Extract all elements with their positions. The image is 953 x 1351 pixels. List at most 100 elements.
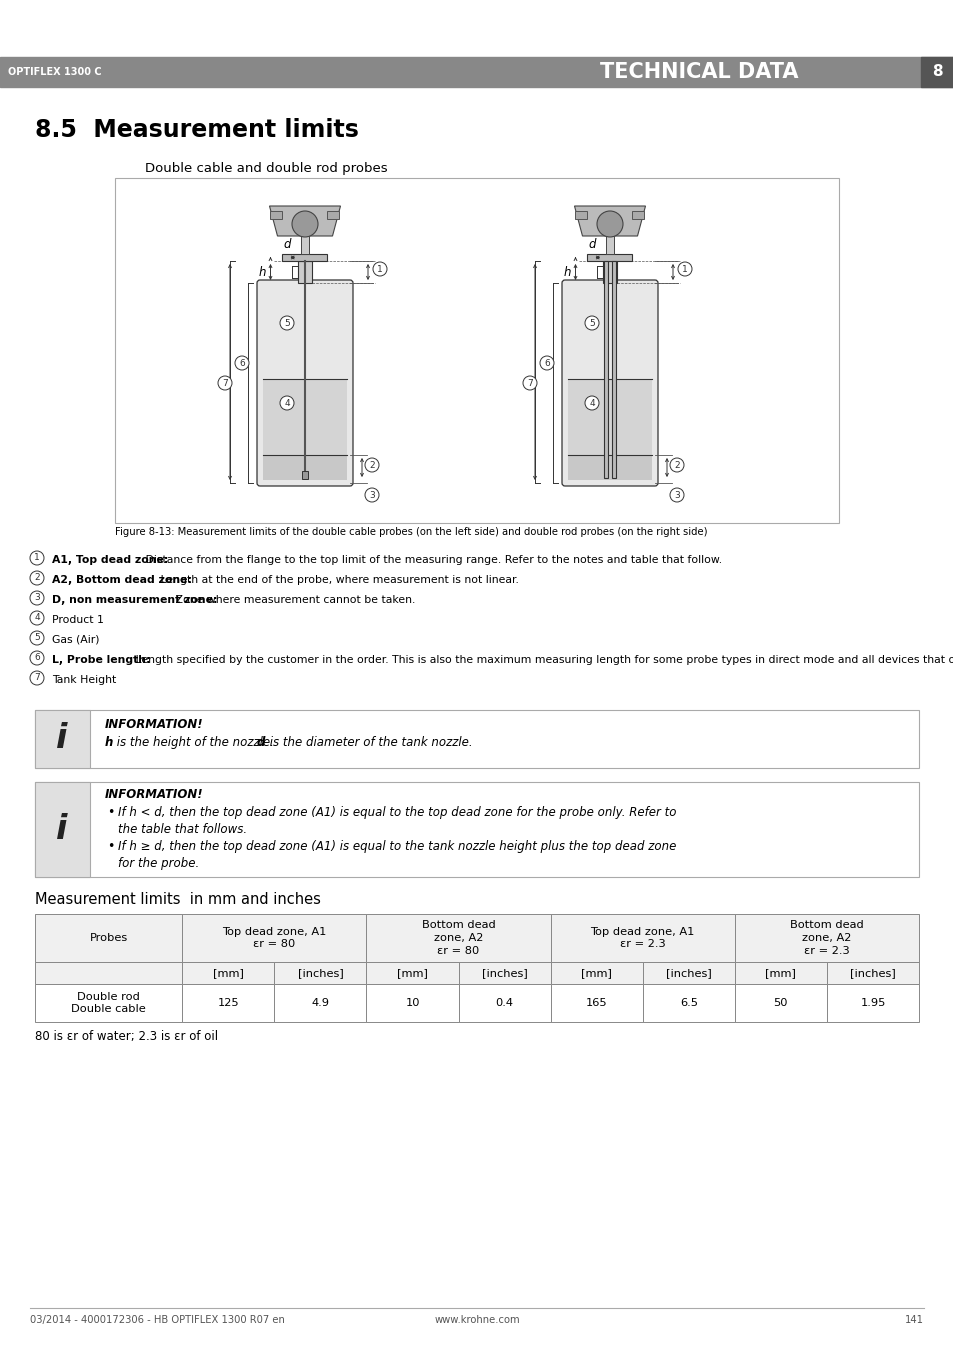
Circle shape	[292, 211, 317, 236]
Circle shape	[584, 396, 598, 409]
Bar	[301, 236, 309, 254]
Circle shape	[373, 262, 387, 276]
Circle shape	[30, 551, 44, 565]
FancyBboxPatch shape	[256, 280, 353, 486]
Bar	[587, 254, 632, 261]
Bar	[35, 915, 182, 962]
Text: 165: 165	[585, 998, 607, 1008]
Text: 8.5  Measurement limits: 8.5 Measurement limits	[35, 118, 358, 142]
Bar	[35, 984, 182, 1021]
Text: 7: 7	[222, 378, 228, 388]
Bar	[642, 962, 734, 984]
Circle shape	[669, 458, 683, 471]
Bar	[567, 380, 651, 480]
Text: www.krohne.com: www.krohne.com	[434, 1315, 519, 1325]
Text: Double rod
Double cable: Double rod Double cable	[71, 992, 146, 1015]
Bar	[826, 962, 918, 984]
Text: A2, Bottom dead zone:: A2, Bottom dead zone:	[52, 576, 192, 585]
Text: Length at the end of the probe, where measurement is not linear.: Length at the end of the probe, where me…	[157, 576, 518, 585]
Text: 4.9: 4.9	[311, 998, 329, 1008]
Text: 6.5: 6.5	[679, 998, 697, 1008]
Text: Top dead zone, A1
εr = 2.3: Top dead zone, A1 εr = 2.3	[590, 927, 694, 950]
Text: [inches]: [inches]	[665, 969, 711, 978]
Text: D, non measurement zone:: D, non measurement zone:	[52, 594, 217, 605]
Bar	[603, 261, 607, 478]
Text: 4: 4	[589, 399, 594, 408]
Text: 7: 7	[527, 378, 533, 388]
Text: Length specified by the customer in the order. This is also the maximum measurin: Length specified by the customer in the …	[132, 655, 953, 665]
Bar	[605, 236, 614, 254]
Text: 3: 3	[34, 593, 40, 603]
Bar	[297, 261, 312, 282]
Circle shape	[218, 376, 232, 390]
Text: Top dead zone, A1
εr = 80: Top dead zone, A1 εr = 80	[222, 927, 326, 950]
Text: 0.4: 0.4	[496, 998, 513, 1008]
Bar	[366, 962, 458, 984]
Text: 1: 1	[681, 265, 687, 273]
Text: 10: 10	[405, 998, 419, 1008]
Circle shape	[678, 262, 691, 276]
Bar	[826, 984, 918, 1021]
Text: 2: 2	[369, 461, 375, 470]
Text: •: •	[107, 840, 114, 852]
Text: Tank Height: Tank Height	[52, 676, 116, 685]
Text: INFORMATION!: INFORMATION!	[105, 717, 203, 731]
Circle shape	[669, 488, 683, 503]
Bar	[263, 380, 347, 480]
Bar	[263, 455, 347, 480]
Bar	[182, 984, 274, 1021]
Text: L, Probe length:: L, Probe length:	[52, 655, 151, 665]
Text: h: h	[105, 736, 113, 748]
Text: 80 is εr of water; 2.3 is εr of oil: 80 is εr of water; 2.3 is εr of oil	[35, 1029, 218, 1043]
Text: [inches]: [inches]	[849, 969, 895, 978]
Circle shape	[539, 357, 554, 370]
Bar	[115, 178, 838, 523]
Text: d: d	[283, 238, 291, 250]
Text: 03/2014 - 4000172306 - HB OPTIFLEX 1300 R07 en: 03/2014 - 4000172306 - HB OPTIFLEX 1300 …	[30, 1315, 285, 1325]
Circle shape	[30, 671, 44, 685]
Text: 2: 2	[34, 574, 40, 582]
Bar	[182, 962, 274, 984]
Circle shape	[30, 590, 44, 605]
Text: Probes: Probes	[90, 934, 128, 943]
Text: [mm]: [mm]	[580, 969, 612, 978]
Text: 50: 50	[773, 998, 787, 1008]
Text: d: d	[256, 736, 265, 748]
Bar	[182, 915, 366, 962]
Text: 3: 3	[369, 490, 375, 500]
Bar	[632, 211, 644, 219]
Bar	[550, 984, 642, 1021]
Text: 7: 7	[34, 674, 40, 682]
Bar	[734, 984, 826, 1021]
Text: 125: 125	[217, 998, 239, 1008]
Text: 5: 5	[284, 319, 290, 327]
Text: Bottom dead
zone, A2
εr = 80: Bottom dead zone, A2 εr = 80	[421, 920, 495, 955]
Bar	[642, 984, 734, 1021]
Text: 1: 1	[376, 265, 382, 273]
Text: Bottom dead
zone, A2
εr = 2.3: Bottom dead zone, A2 εr = 2.3	[789, 920, 862, 955]
Text: [inches]: [inches]	[297, 969, 343, 978]
Text: 6: 6	[543, 358, 549, 367]
Text: is the diameter of the tank nozzle.: is the diameter of the tank nozzle.	[266, 736, 472, 748]
Text: [mm]: [mm]	[764, 969, 796, 978]
Circle shape	[280, 316, 294, 330]
Circle shape	[30, 611, 44, 626]
Circle shape	[30, 571, 44, 585]
Bar	[35, 915, 918, 984]
Text: A1, Top dead zone:: A1, Top dead zone:	[52, 555, 168, 565]
Circle shape	[584, 316, 598, 330]
Bar	[35, 711, 90, 767]
Text: 6: 6	[34, 654, 40, 662]
Text: 5: 5	[34, 634, 40, 643]
Text: 3: 3	[674, 490, 679, 500]
Text: 1.95: 1.95	[860, 998, 884, 1008]
Text: [mm]: [mm]	[213, 969, 244, 978]
Circle shape	[597, 211, 622, 236]
Bar	[458, 962, 550, 984]
Text: is the height of the nozzle.: is the height of the nozzle.	[112, 736, 277, 748]
Text: [mm]: [mm]	[396, 969, 428, 978]
Bar	[575, 211, 587, 219]
Bar	[274, 962, 366, 984]
Bar	[612, 261, 616, 478]
Text: Product 1: Product 1	[52, 615, 104, 626]
